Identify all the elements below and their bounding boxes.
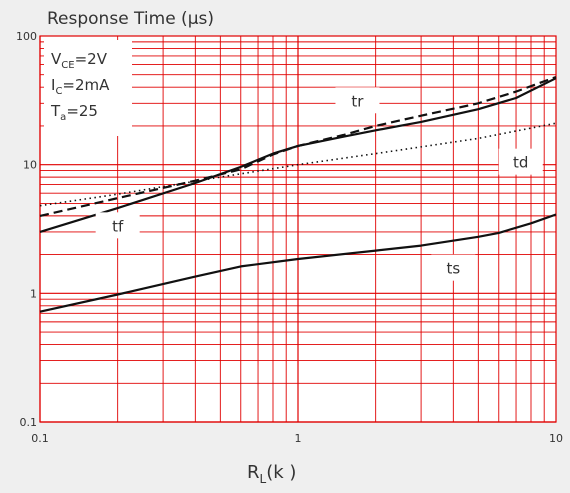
curve-label-tr-box	[335, 87, 380, 114]
curve-label-tf: tf	[112, 217, 124, 235]
condition-line: VCE=2V	[51, 50, 108, 71]
chart-title: Response Time (μs)	[47, 9, 214, 29]
grid	[39, 36, 556, 423]
curve-label-tf-box	[95, 212, 140, 239]
y-tick-label: 1	[30, 287, 37, 300]
y-tick-label: 0.1	[20, 416, 38, 429]
x-axis-label-tail: (k )	[266, 462, 296, 483]
x-tick-label: 0.1	[31, 432, 49, 445]
series-ts-line	[39, 213, 557, 313]
curve-labels: tr td tf ts	[95, 87, 543, 281]
x-tick-label: 10	[549, 432, 563, 445]
condition-line: IC=2mA	[51, 76, 110, 97]
plot-frame	[39, 35, 557, 423]
curve-label-td-box	[498, 148, 543, 175]
condition-line: Ta=25	[50, 102, 98, 123]
test-conditions: VCE=2V IC=2mA Ta=25	[44, 40, 132, 136]
curve-label-tr: tr	[351, 92, 364, 110]
y-tick-labels: 100 10 1 0.1	[16, 30, 37, 429]
y-tick-label: 100	[16, 30, 37, 43]
x-tick-label: 1	[295, 432, 302, 445]
curve-label-ts-box	[431, 254, 476, 281]
series-tr-line	[39, 77, 557, 233]
x-tick-labels: 0.1 1 10	[31, 432, 563, 445]
x-axis-label: RL(k )	[247, 462, 296, 486]
series-tf-line	[39, 75, 557, 217]
curve-label-ts: ts	[446, 260, 460, 278]
series-lines	[39, 75, 557, 313]
conditions-box	[44, 40, 132, 136]
curve-label-td: td	[513, 154, 528, 172]
x-axis-label-main: R	[247, 462, 260, 483]
series-td-line	[39, 122, 557, 207]
y-tick-label: 10	[23, 159, 37, 172]
x-axis-label-sub: L	[260, 472, 267, 486]
